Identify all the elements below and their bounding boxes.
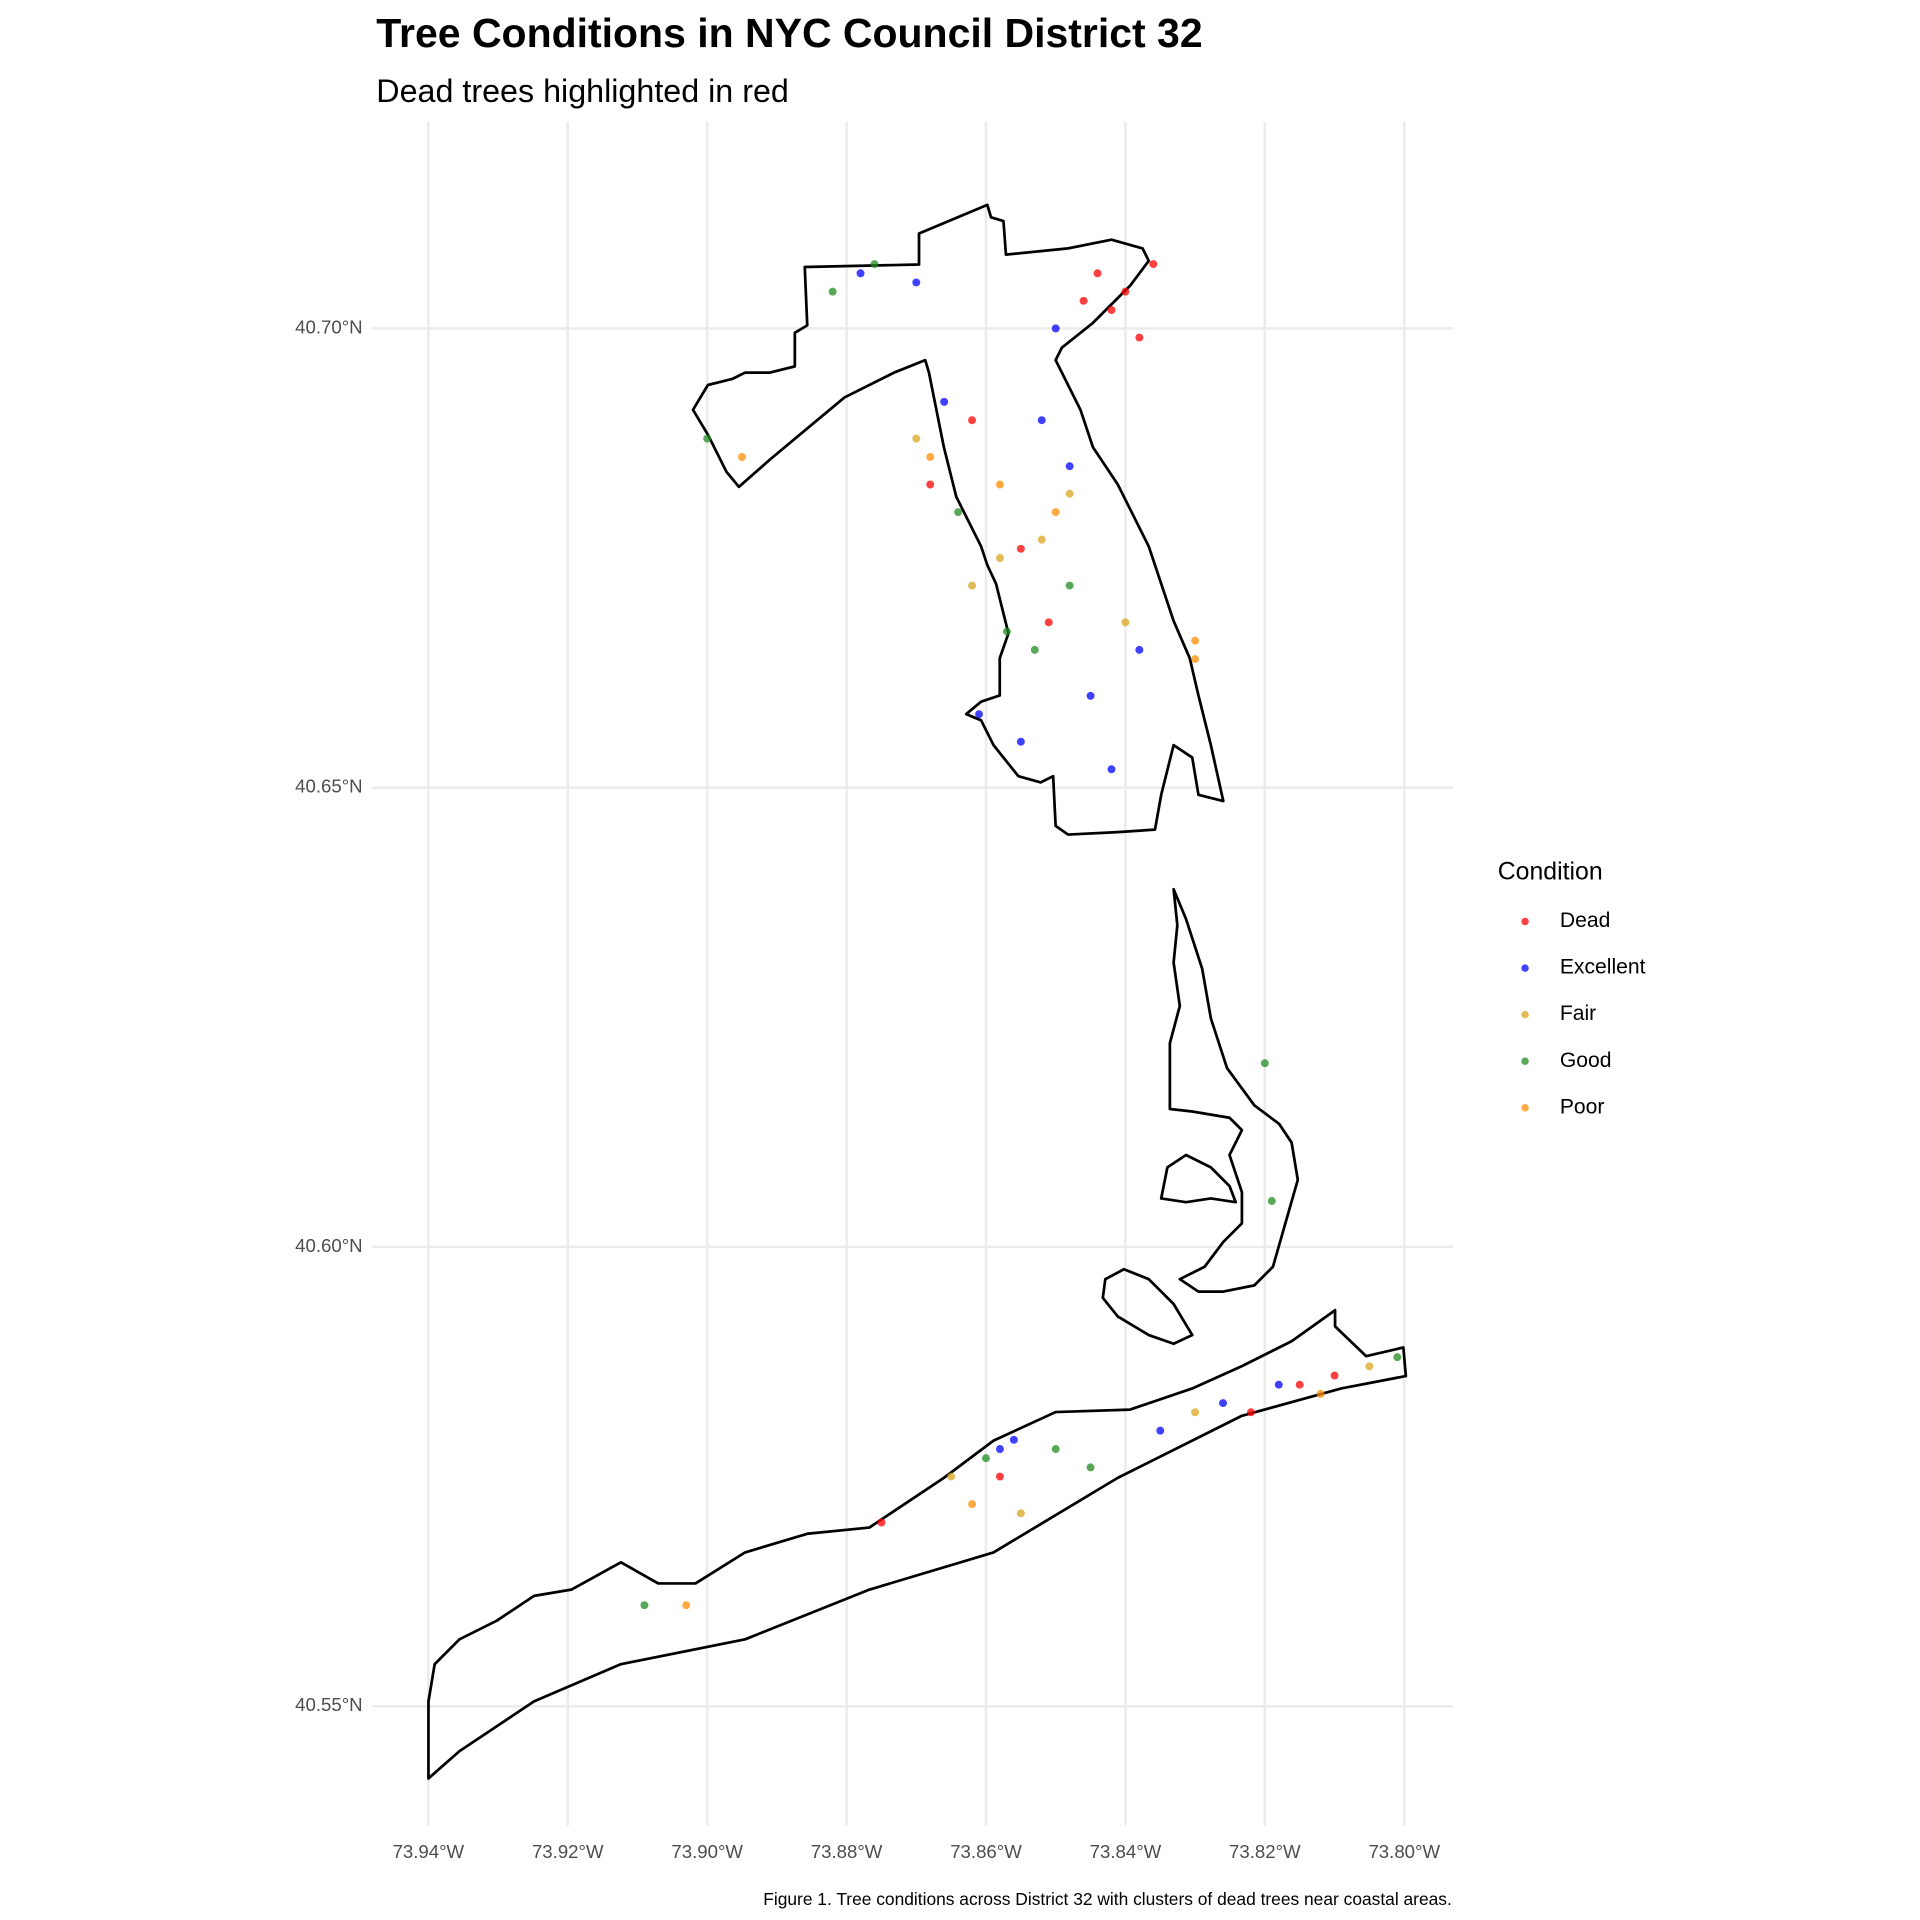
tree-point [1295,1380,1304,1389]
tree-point [1086,1463,1095,1472]
tree-point [1002,627,1011,636]
tree-point [995,554,1004,562]
tree-point [1016,1509,1025,1518]
tree-point [1065,581,1074,590]
legend-swatch [1521,964,1529,972]
tree-point [1051,324,1060,333]
tree-point [995,480,1004,489]
tree-point [912,434,921,443]
tree-point [912,278,921,287]
tree-point [926,453,935,461]
tree-point [968,581,977,590]
tree-point [968,416,977,425]
tree-point [1121,618,1130,627]
legend-label: Fair [1560,1002,1596,1025]
x-tick-label: 73.88°W [811,1841,883,1862]
tree-point [1274,1380,1283,1389]
tree-point [1030,645,1039,654]
tree-point [1107,306,1116,314]
tree-point [703,434,712,443]
tree-point [1079,296,1088,305]
caption: Figure 1. Tree conditions across Distric… [763,1889,1452,1909]
tree-point [1330,1371,1339,1380]
tree-point [926,480,935,489]
tree-point [1135,645,1144,654]
boundary-island [1159,1153,1238,1204]
tree-point [995,1445,1004,1453]
tree-point [1260,1059,1269,1068]
tree-point [1393,1353,1402,1362]
y-tick-label: 40.70°N [295,316,362,337]
tree-point [1191,655,1200,664]
x-tick-label: 73.82°W [1229,1841,1301,1862]
tree-point [877,1518,886,1527]
legend-swatch [1521,1010,1529,1019]
tree-point [640,1601,649,1610]
tree-point [1044,618,1053,627]
tree-point [682,1601,691,1610]
y-tick-label: 40.65°N [295,776,362,797]
tree-point [1365,1362,1374,1371]
x-tick-label: 73.80°W [1368,1841,1440,1862]
tree-point [1135,333,1144,342]
tree-point [1246,1408,1255,1417]
tree-point [1191,636,1200,645]
tree-point [1016,737,1025,746]
tree-point [856,269,865,278]
legend-title: Condition [1498,858,1603,885]
y-tick-label: 40.60°N [295,1235,362,1256]
tree-point [1065,462,1074,471]
x-tick-label: 73.84°W [1090,1841,1162,1862]
x-tick-label: 73.86°W [950,1841,1022,1862]
tree-point [947,1472,956,1481]
tree-point [1093,269,1102,278]
legend-label: Dead [1560,909,1610,932]
x-tick-label: 73.90°W [671,1841,743,1862]
tree-point [1316,1389,1325,1398]
tree-point [1149,260,1158,269]
tree-point [870,260,879,269]
tree-point [1009,1435,1018,1444]
legend-swatch [1521,1104,1529,1112]
boundary-north [691,203,1225,836]
x-tick-label: 73.92°W [532,1841,604,1862]
tree-point [828,287,837,296]
tree-point [975,710,984,719]
tree-point [968,1500,977,1509]
tree-point [940,397,949,406]
tree-point [1267,1197,1276,1205]
tree-point [1107,765,1116,774]
tree-point [1037,535,1046,544]
legend-swatch [1521,1057,1529,1065]
grid [372,121,1454,1826]
chart-title: Tree Conditions in NYC Council District … [376,10,1202,56]
tree-point [1219,1399,1227,1408]
tree-point [1191,1408,1200,1417]
tree-point [1065,489,1074,498]
tree-point [982,1454,990,1463]
tree-point [1016,544,1025,553]
tree-point [1051,1445,1060,1453]
x-tick-label: 73.94°W [393,1841,465,1862]
tree-point [1121,287,1130,296]
tree-point [995,1472,1004,1481]
tree-point [1156,1426,1165,1435]
points [640,260,1402,1610]
tree-point [1051,508,1060,517]
boundary-peninsula [1168,887,1300,1293]
boundary-rockaway [427,1308,1408,1780]
legend-label: Excellent [1560,956,1646,979]
tree-point [1037,416,1046,425]
chart-subtitle: Dead trees highlighted in red [376,73,789,109]
legend-swatch [1521,917,1529,926]
tree-point [738,453,746,461]
tree-point [1086,691,1095,700]
legend-label: Good [1560,1049,1612,1072]
boundary-island [1101,1267,1194,1346]
tree-point [954,508,963,517]
y-tick-label: 40.55°N [295,1694,362,1715]
legend-label: Poor [1560,1095,1605,1118]
